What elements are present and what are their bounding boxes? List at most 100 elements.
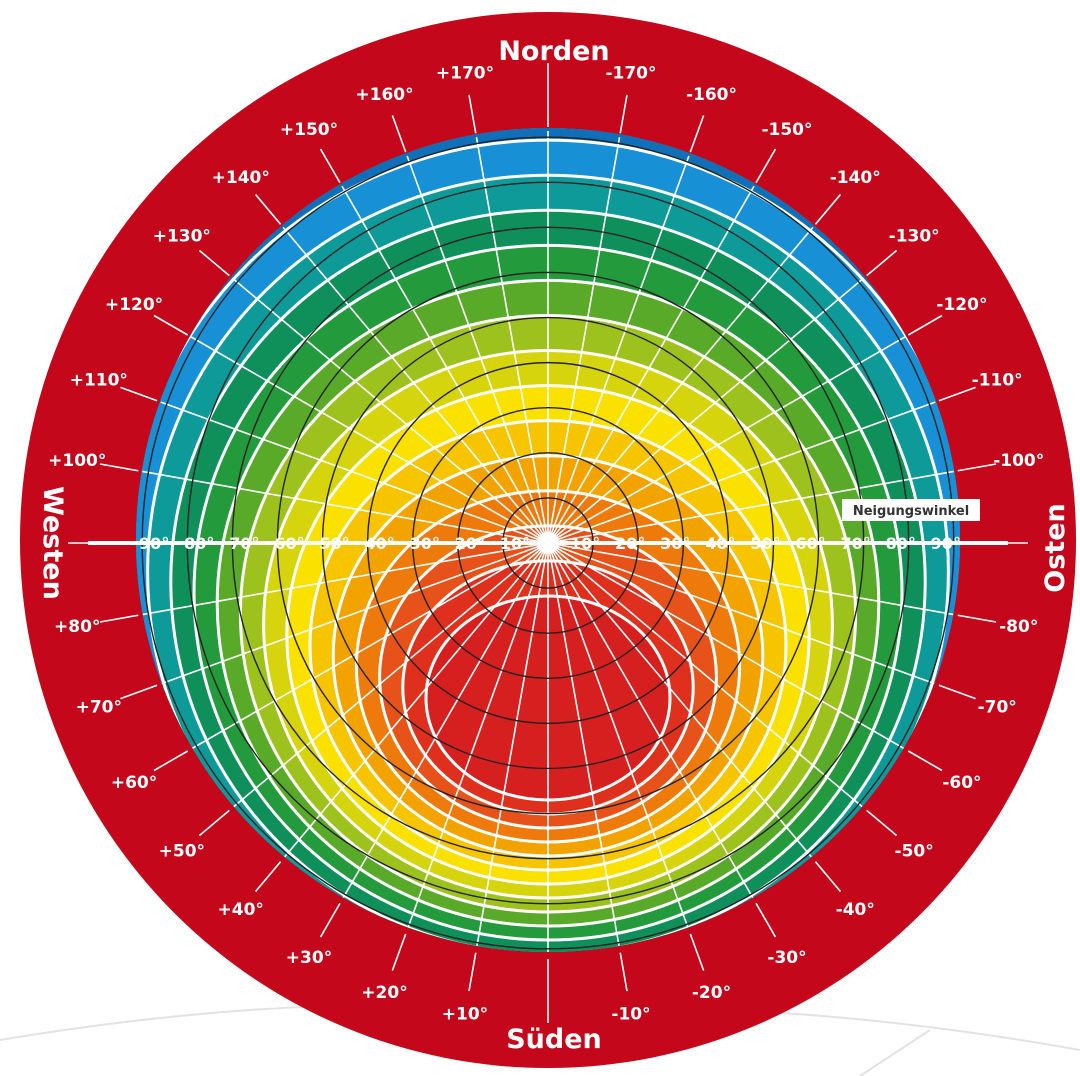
azimuth-tick [814,193,842,225]
azimuth-tick [254,861,282,893]
tilt-label-east: 40° [705,534,735,553]
azimuth-label: -60° [942,773,981,793]
azimuth-label: +80° [54,617,100,637]
azimuth-spoke [547,542,906,750]
tilt-labels: 90° 80° 70° 60° 50° 40° 30° 20° 10° 10° 20° 30° 40° 5… [139,534,961,553]
azimuth-spoke [547,226,814,544]
azimuth-label: +100° [48,451,106,471]
azimuth-tick [619,94,628,134]
tilt-label-east: 20° [615,534,645,553]
azimuth-spoke [547,401,936,544]
azimuth-label: +50° [159,841,205,861]
azimuth-tick [755,902,777,938]
azimuth-label: -70° [978,697,1017,717]
tilt-label-west: 70° [229,534,259,553]
azimuth-label: -160° [686,85,737,105]
east-label: Osten [1040,503,1071,592]
azimuth-tick [907,750,943,772]
azimuth-label: -120° [936,295,987,315]
azimuth-spoke [475,137,549,544]
tilt-label-west: 80° [184,534,214,553]
azimuth-spoke [406,155,549,544]
azimuth-tick [866,809,898,837]
azimuth-spoke [547,542,814,860]
tilt-label-east: 90° [931,534,961,553]
azimuth-label: +120° [105,295,163,315]
azimuth-spoke [190,336,549,544]
azimuth-spoke [231,277,549,544]
azimuth-label: +130° [153,227,211,247]
azimuth-spoke [160,401,549,544]
azimuth-label: -30° [767,948,806,968]
azimuth-tick [938,386,976,402]
azimuth-tick [814,861,842,893]
azimuth-label: -150° [761,120,812,140]
axis-title: Neigungswinkel [853,504,969,519]
azimuth-spoke [547,185,755,544]
center-dot [537,532,559,554]
south-label: Süden [506,1024,602,1055]
tilt-label-east: 10° [570,534,600,553]
yield-disc [136,128,960,952]
azimuth-spoke [547,542,621,949]
azimuth-tick [957,614,997,623]
azimuth-spoke [231,542,549,809]
azimuth-label: -50° [895,841,934,861]
azimuth-spoke [547,542,865,809]
north-label: Norden [498,36,609,67]
azimuth-label: +20° [361,983,407,1003]
tilt-label-west: 50° [319,534,349,553]
azimuth-spoke [547,542,690,931]
azimuth-spoke [547,336,906,544]
azimuth-spoke [406,542,549,931]
azimuth-label: -170° [605,63,656,83]
azimuth-spoke [547,542,755,901]
tilt-label-west: 60° [274,534,304,553]
azimuth-tick [689,115,705,153]
tilt-label-west: 30° [410,534,440,553]
azimuth-label: -110° [972,371,1023,391]
azimuth-label: -100° [993,451,1044,471]
azimuth-spoke [142,470,549,544]
azimuth-label: +30° [286,948,332,968]
azimuth-spoke [190,542,549,750]
azimuth-label: -140° [830,168,881,188]
azimuth-tick [938,684,976,700]
azimuth-tick [468,952,477,992]
azimuth-tick [866,249,898,277]
azimuth-label: +170° [436,63,494,83]
azimuth-tick [907,314,943,336]
azimuth-tick [153,314,189,336]
azimuth-spoke [341,185,549,544]
azimuth-spoke [547,542,936,685]
tilt-label-east: 30° [660,534,690,553]
azimuth-label: +40° [218,900,264,920]
azimuth-label: -10° [611,1005,650,1025]
azimuth-tick [99,614,139,623]
azimuth-tick [619,952,628,992]
azimuth-spoke [341,542,549,901]
azimuth-spoke [160,542,549,685]
azimuth-spoke [475,542,549,949]
azimuth-tick [254,193,282,225]
azimuth-tick [319,902,341,938]
azimuth-tick [198,249,230,277]
azimuth-label: -40° [836,900,875,920]
azimuth-tick [391,115,407,153]
azimuth-spoke [547,542,954,616]
tilt-label-west: 40° [365,534,395,553]
azimuth-tick [689,933,705,971]
azimuth-tick [120,386,158,402]
azimuth-spoke [547,137,621,544]
west-label: Westen [37,486,68,600]
azimuth-tick [319,148,341,184]
azimuth-tick [391,933,407,971]
axis-title-tag: Neigungswinkel [842,499,980,521]
tilt-label-east: 80° [886,534,916,553]
tilt-label-west: 10° [500,534,530,553]
azimuth-label: +160° [355,85,413,105]
tilt-label-east: 50° [750,534,780,553]
tilt-label-east: 70° [841,534,871,553]
azimuth-label: +10° [442,1005,488,1025]
